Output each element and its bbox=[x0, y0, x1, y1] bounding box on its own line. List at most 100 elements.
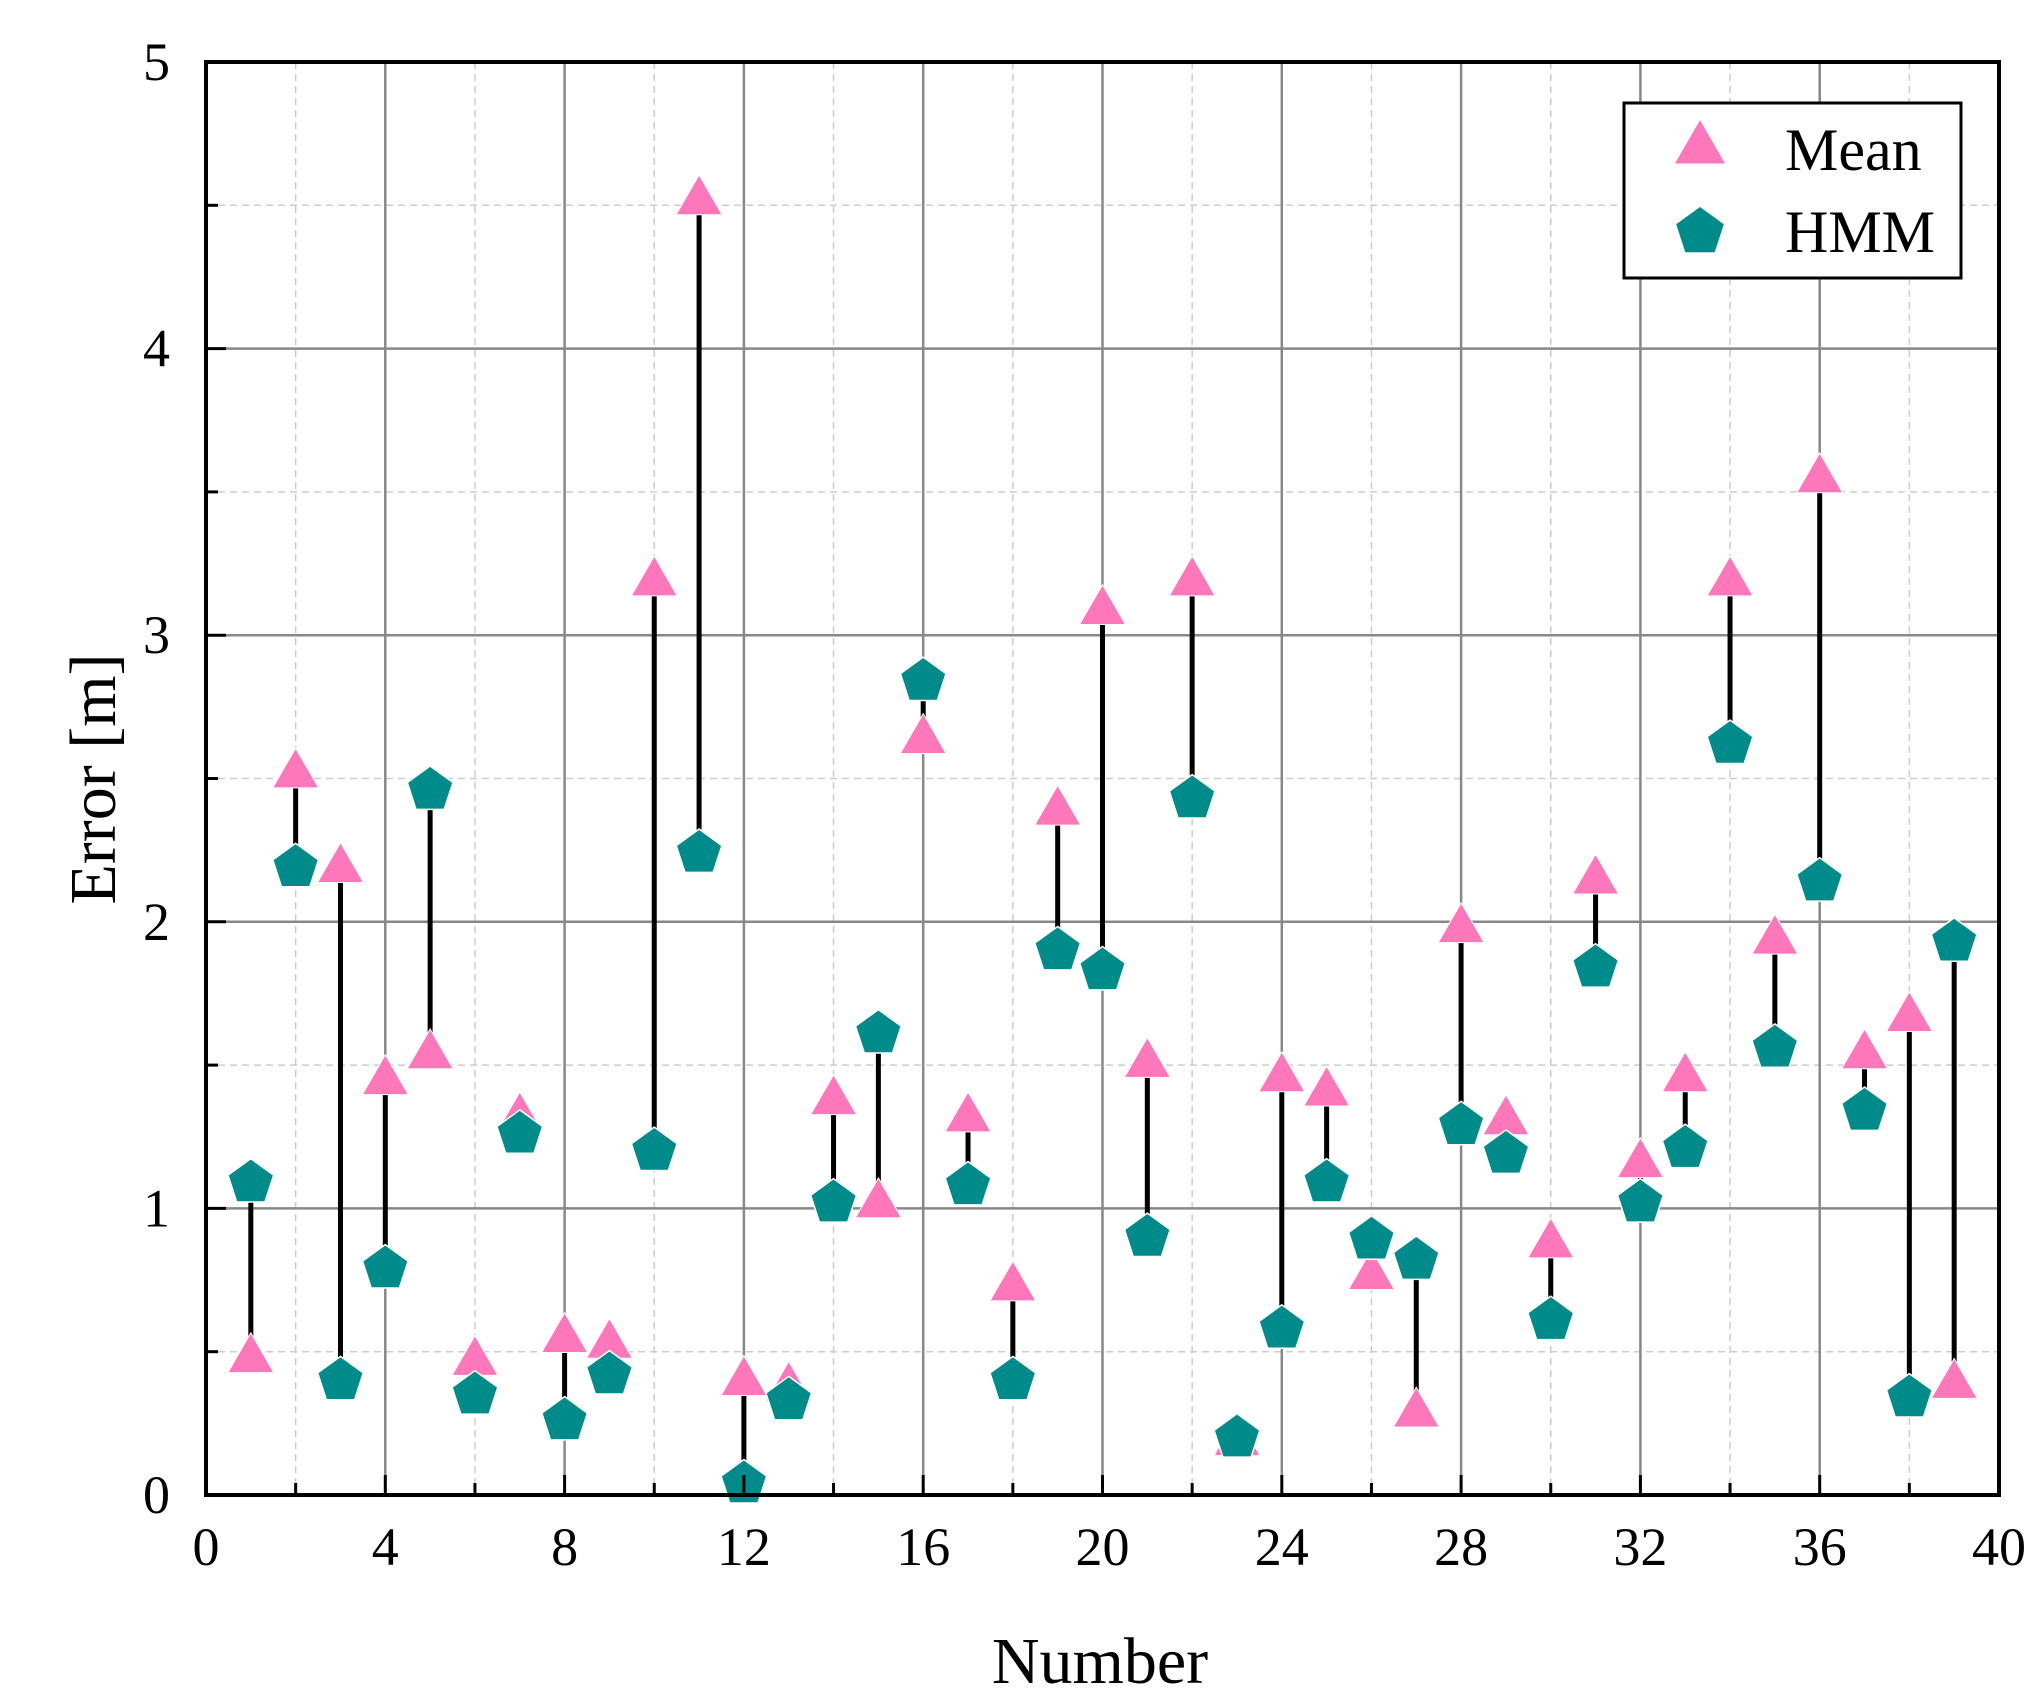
mean-marker bbox=[1526, 1217, 1575, 1259]
y-tick-label: 5 bbox=[143, 32, 170, 92]
mean-marker bbox=[1437, 901, 1485, 944]
hmm-marker bbox=[1302, 1157, 1351, 1203]
mean-marker bbox=[1571, 853, 1620, 895]
mean-marker bbox=[1840, 1027, 1889, 1070]
mean-marker bbox=[1302, 1065, 1351, 1107]
hmm-marker bbox=[1123, 1212, 1172, 1258]
hmm-marker bbox=[1258, 1303, 1306, 1349]
hmm-marker bbox=[496, 1108, 544, 1155]
mean-marker bbox=[809, 1073, 858, 1116]
legend-mean-marker bbox=[1675, 120, 1725, 164]
mean-marker bbox=[1706, 555, 1754, 597]
hmm-marker bbox=[1213, 1412, 1261, 1458]
x-tick-label: 24 bbox=[1255, 1517, 1309, 1577]
mean-marker bbox=[1795, 451, 1844, 494]
mean-marker bbox=[899, 712, 948, 755]
x-tick-label: 8 bbox=[551, 1517, 578, 1577]
y-axis-title: Error [m] bbox=[57, 653, 130, 904]
mean-marker bbox=[271, 747, 320, 789]
mean-marker bbox=[451, 1334, 499, 1376]
x-tick-label: 0 bbox=[193, 1517, 220, 1577]
hmm-marker bbox=[1527, 1295, 1575, 1341]
mean-marker bbox=[720, 1354, 768, 1396]
legend-mean-label: Mean bbox=[1785, 117, 1922, 183]
axis-ticks bbox=[204, 60, 2001, 1497]
x-tick-label: 20 bbox=[1076, 1517, 1130, 1577]
mean-marker bbox=[630, 555, 679, 597]
hmm-marker bbox=[540, 1395, 589, 1441]
hmm-marker bbox=[899, 656, 947, 702]
hmm-marker bbox=[1616, 1177, 1665, 1223]
mean-marker bbox=[540, 1311, 589, 1354]
hmm-marker bbox=[1437, 1100, 1485, 1146]
hmm-marker bbox=[765, 1375, 813, 1421]
y-tick-label: 2 bbox=[143, 892, 170, 952]
mean-marker bbox=[1482, 1093, 1530, 1136]
hmm-marker bbox=[227, 1157, 275, 1203]
hmm-marker bbox=[1078, 945, 1127, 991]
mean-marker bbox=[361, 1053, 410, 1096]
y-tick-label: 1 bbox=[143, 1178, 170, 1238]
hmm-marker bbox=[989, 1355, 1037, 1401]
hmm-marker bbox=[1168, 773, 1216, 819]
mean-marker bbox=[1347, 1248, 1396, 1290]
mean-marker bbox=[316, 841, 365, 883]
legend-hmm-label: HMM bbox=[1785, 199, 1935, 265]
mean-marker bbox=[1616, 1136, 1665, 1179]
mean-marker bbox=[226, 1331, 275, 1374]
hmm-marker bbox=[1751, 1022, 1799, 1069]
legend-box bbox=[1622, 101, 1963, 280]
hmm-marker bbox=[406, 765, 454, 811]
hmm-marker bbox=[1885, 1372, 1934, 1418]
y-tick-label: 3 bbox=[143, 605, 170, 665]
x-tick-label: 16 bbox=[896, 1517, 950, 1577]
hmm-marker bbox=[675, 828, 723, 874]
mean-marker bbox=[1078, 583, 1127, 626]
mean-marker bbox=[406, 1027, 454, 1070]
mean-marker bbox=[1033, 784, 1082, 826]
mean-marker bbox=[1885, 990, 1934, 1033]
hmm-marker bbox=[1706, 719, 1754, 765]
hmm-marker bbox=[1571, 942, 1620, 988]
mean-marker bbox=[675, 173, 723, 216]
hmm-marker bbox=[630, 1126, 678, 1172]
y-tick-label: 0 bbox=[143, 1465, 170, 1525]
data-markers bbox=[226, 173, 1979, 1504]
x-axis-title: Number bbox=[992, 1625, 1208, 1698]
hmm-marker bbox=[1392, 1235, 1440, 1281]
x-tick-label: 12 bbox=[717, 1517, 771, 1577]
x-tick-label: 28 bbox=[1434, 1517, 1488, 1577]
hmm-marker bbox=[1930, 916, 1978, 963]
y-tick-label: 4 bbox=[143, 319, 170, 379]
mean-marker bbox=[1930, 1357, 1979, 1399]
mean-marker bbox=[944, 1090, 992, 1133]
hmm-marker bbox=[1033, 925, 1082, 971]
hmm-marker bbox=[271, 842, 320, 888]
hmm-marker bbox=[585, 1349, 634, 1395]
mean-marker bbox=[1168, 555, 1217, 597]
x-tick-label: 32 bbox=[1613, 1517, 1667, 1577]
hmm-marker bbox=[809, 1177, 858, 1223]
mean-marker bbox=[1257, 1050, 1306, 1093]
hmm-marker bbox=[1840, 1086, 1889, 1132]
x-tick-label: 36 bbox=[1793, 1517, 1847, 1577]
hmm-marker bbox=[1347, 1214, 1396, 1261]
mean-marker bbox=[1751, 913, 1799, 955]
mean-marker bbox=[988, 1260, 1037, 1302]
hmm-marker bbox=[1796, 856, 1844, 902]
x-tick-label: 40 bbox=[1972, 1517, 2026, 1577]
hmm-marker bbox=[361, 1243, 409, 1289]
legend: Mean HMM bbox=[1622, 101, 1963, 280]
hmm-marker bbox=[854, 1008, 903, 1054]
hmm-marker bbox=[316, 1355, 365, 1401]
mean-marker bbox=[1123, 1036, 1172, 1078]
connector-lines bbox=[248, 199, 1957, 1484]
x-tick-label: 4 bbox=[372, 1517, 399, 1577]
mean-marker bbox=[1392, 1386, 1441, 1428]
hmm-marker bbox=[1482, 1128, 1530, 1175]
hmm-marker bbox=[1661, 1123, 1709, 1169]
mean-marker bbox=[1661, 1050, 1710, 1093]
hmm-marker bbox=[451, 1369, 499, 1415]
